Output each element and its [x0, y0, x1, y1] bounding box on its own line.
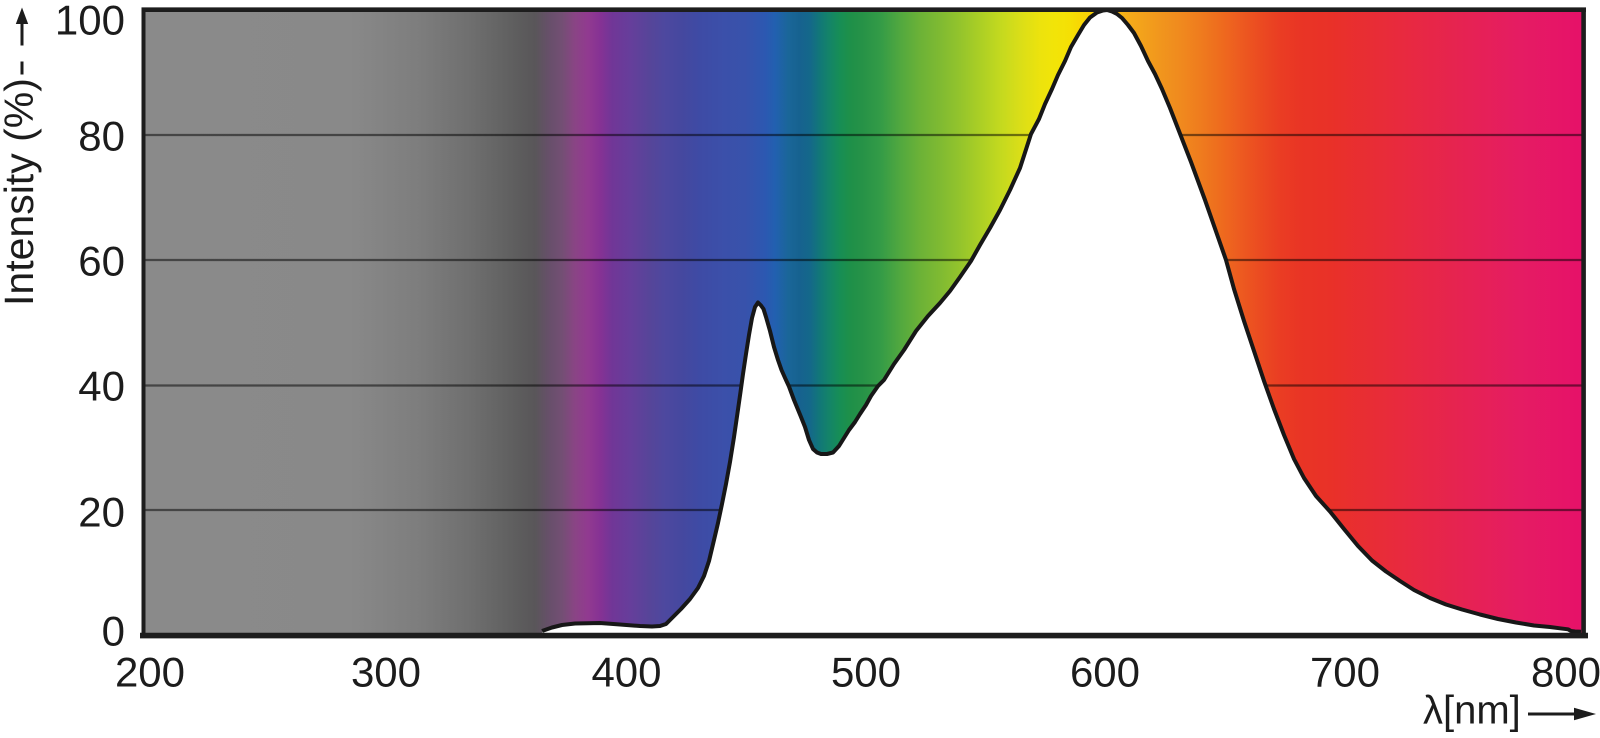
- svg-text:600: 600: [1070, 649, 1140, 696]
- svg-text:700: 700: [1310, 649, 1380, 696]
- svg-text:20: 20: [78, 488, 125, 535]
- svg-text:60: 60: [78, 237, 125, 284]
- svg-text:300: 300: [351, 649, 421, 696]
- svg-text:400: 400: [591, 649, 661, 696]
- svg-text:500: 500: [831, 649, 901, 696]
- svg-text:800: 800: [1531, 649, 1600, 696]
- svg-text:λ[nm]: λ[nm]: [1423, 689, 1521, 733]
- svg-text:40: 40: [78, 362, 125, 409]
- svg-text:200: 200: [115, 649, 185, 696]
- svg-text:0: 0: [102, 607, 125, 654]
- svg-text:Intensity (%): Intensity (%): [0, 78, 42, 306]
- svg-text:100: 100: [55, 0, 125, 44]
- svg-text:80: 80: [78, 112, 125, 159]
